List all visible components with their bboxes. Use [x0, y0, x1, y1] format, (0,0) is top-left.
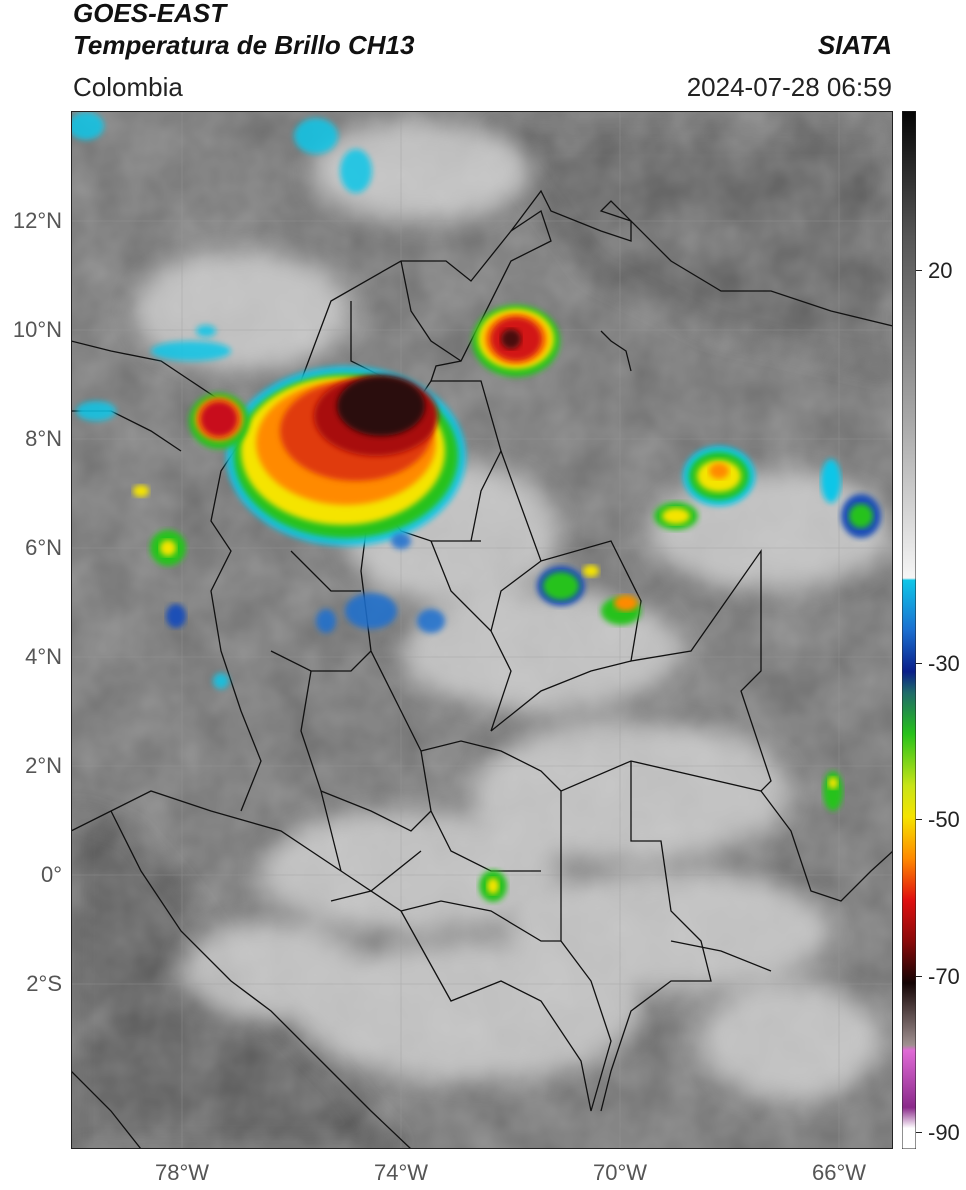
map-frame	[71, 111, 893, 1149]
lat-label: 12°N	[12, 208, 62, 233]
lon-label: 78°W	[154, 1160, 210, 1185]
colorbar-tick	[916, 663, 922, 664]
lat-label: 2°S	[26, 971, 62, 996]
colorbar-tick	[916, 1132, 922, 1133]
satellite-map[interactable]	[71, 111, 893, 1149]
lat-label: 4°N	[25, 644, 62, 669]
datetime-label: 2024-07-28 06:59	[686, 72, 892, 102]
agency-label: SIATA	[817, 30, 892, 60]
colorbar-tick	[916, 976, 922, 977]
colorbar-label: -70	[928, 964, 960, 989]
lat-label: 8°N	[25, 426, 62, 451]
colorbar-label: -90	[928, 1120, 960, 1145]
colorbar-tick	[916, 270, 922, 271]
colorbar-label: -50	[928, 807, 960, 832]
lat-label: 0°	[40, 862, 62, 887]
colorbar-label: -30	[928, 651, 960, 676]
lat-label: 2°N	[25, 753, 62, 778]
satellite-title: GOES-EAST	[73, 0, 227, 28]
colorbar-tick	[916, 819, 922, 820]
storm-cells	[71, 112, 881, 902]
product-title: Temperatura de Brillo CH13	[73, 30, 415, 60]
graticule	[71, 111, 893, 1149]
header: GOES-EAST Temperatura de Brillo CH13 Col…	[0, 0, 966, 110]
lon-label: 70°W	[592, 1160, 648, 1185]
colorbar-label: 20	[928, 258, 953, 283]
lon-label: 74°W	[373, 1160, 429, 1185]
region-label: Colombia	[73, 72, 183, 102]
colorbar	[902, 111, 916, 1149]
lat-label: 10°N	[12, 317, 62, 342]
borders	[71, 189, 893, 1149]
lat-label: 6°N	[25, 535, 62, 560]
lon-label: 66°W	[811, 1160, 867, 1185]
